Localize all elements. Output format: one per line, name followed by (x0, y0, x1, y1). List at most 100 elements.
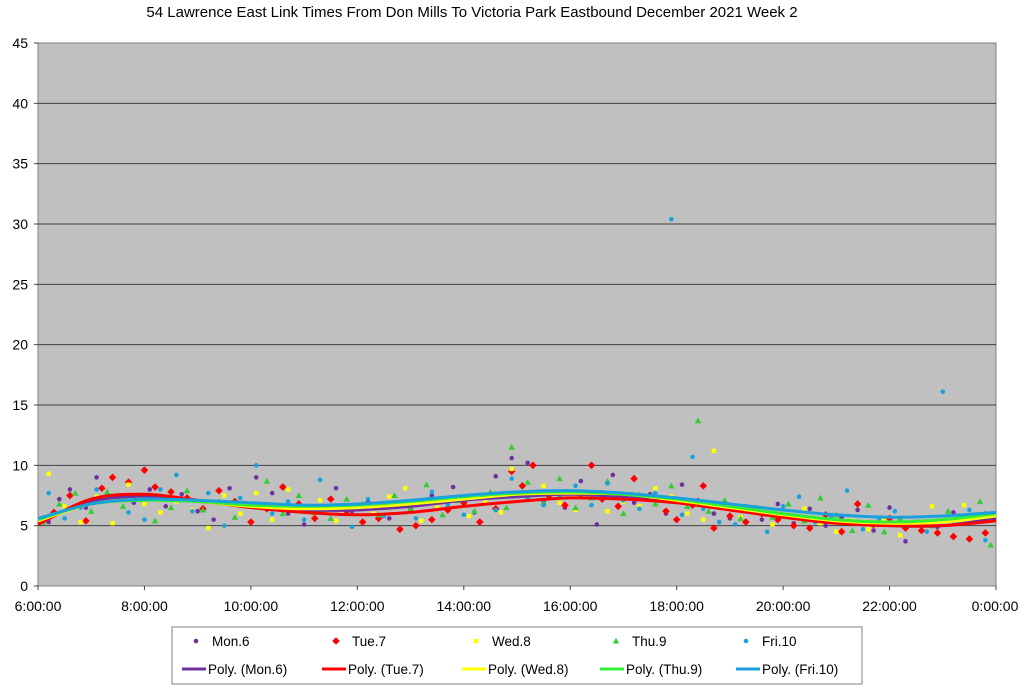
data-point (119, 503, 127, 509)
data-point (961, 502, 967, 508)
data-point (679, 482, 685, 487)
data-point (195, 508, 200, 514)
data-point (206, 525, 211, 531)
y-tick-label: 40 (12, 95, 28, 111)
data-point (605, 508, 610, 514)
data-point (789, 521, 798, 530)
legend-marker (193, 638, 199, 644)
data-point (423, 481, 430, 488)
data-point (949, 532, 958, 541)
data-point (855, 507, 860, 513)
data-point (509, 455, 514, 461)
data-point (690, 454, 695, 460)
data-point (269, 511, 275, 516)
data-point (327, 515, 334, 521)
data-point (301, 522, 307, 527)
legend-item: Poly. (Wed.8) (462, 662, 569, 677)
chart-title: 54 Lawrence East Link Times From Don Mil… (146, 4, 797, 21)
data-point (844, 488, 850, 493)
data-point (285, 499, 291, 504)
data-point (620, 510, 627, 517)
data-point (630, 474, 638, 483)
data-point (254, 490, 259, 496)
data-point (386, 516, 392, 521)
x-tick-label: 0:00:00 (972, 598, 1019, 614)
data-point (834, 529, 839, 534)
legend-label: Poly. (Thu.9) (626, 662, 702, 677)
data-point (525, 460, 530, 466)
data-point (721, 497, 728, 503)
data-point (183, 487, 191, 494)
data-point (66, 491, 74, 500)
data-point (67, 487, 73, 492)
data-point (541, 483, 546, 489)
legend-label: Fri.10 (762, 634, 797, 649)
data-point (705, 507, 712, 514)
data-point (587, 461, 596, 470)
data-point (158, 510, 163, 515)
data-point (62, 504, 67, 509)
x-tick-label: 14:00:00 (437, 598, 492, 614)
data-point (881, 528, 888, 535)
data-point (775, 501, 781, 507)
data-point (124, 478, 133, 487)
data-point (163, 504, 169, 509)
data-point (151, 483, 159, 491)
plot-area (37, 42, 997, 587)
data-point (503, 504, 510, 511)
data-point (221, 523, 227, 528)
legend-item: Fri.10 (743, 634, 797, 649)
data-point (508, 444, 515, 450)
data-point (108, 473, 117, 482)
data-point (147, 487, 153, 492)
data-point (94, 487, 99, 492)
data-point (493, 473, 499, 479)
data-point (866, 527, 871, 532)
data-point (317, 477, 323, 483)
x-axis-ticks: 6:00:00 8:00:00 10:00:00 12:00:00 14:00:00 16… (15, 586, 1019, 614)
data-point (742, 518, 750, 526)
data-point (924, 529, 930, 534)
data-point (716, 519, 722, 525)
data-point (88, 507, 95, 514)
data-point (965, 535, 974, 543)
data-point (140, 466, 149, 474)
data-point (679, 512, 685, 518)
data-point (82, 517, 90, 525)
data-point (349, 524, 355, 530)
legend-item: Thu.9 (612, 634, 667, 649)
data-point (882, 517, 887, 522)
data-point (780, 504, 786, 509)
data-point (56, 496, 62, 502)
legend-label: Poly. (Fri.10) (762, 662, 838, 677)
x-tick-label: 20:00:00 (756, 598, 811, 614)
data-point (62, 516, 67, 521)
data-point (317, 498, 323, 503)
data-point (142, 517, 147, 522)
data-point (711, 448, 717, 454)
data-point (976, 498, 984, 505)
data-point (56, 500, 63, 507)
data-point (685, 511, 690, 516)
data-point (295, 492, 302, 499)
data-point (589, 502, 594, 508)
legend-item: Poly. (Tue.7) (322, 662, 424, 677)
y-axis-ticks: 0 5 10 15 20 25 30 35 40 45 (12, 35, 38, 594)
data-point (732, 522, 738, 527)
data-point (917, 526, 926, 535)
data-point (498, 510, 504, 515)
data-point (785, 500, 792, 507)
data-point (614, 502, 622, 511)
data-point (461, 512, 467, 518)
data-point (301, 517, 307, 522)
data-point (637, 506, 642, 512)
data-point (509, 476, 514, 481)
data-point (672, 515, 681, 524)
data-point (871, 528, 876, 533)
data-point (466, 513, 472, 519)
data-point (865, 501, 872, 508)
data-point (652, 500, 659, 507)
data-point (981, 529, 990, 537)
y-tick-label: 10 (12, 457, 28, 473)
data-point (358, 518, 367, 526)
